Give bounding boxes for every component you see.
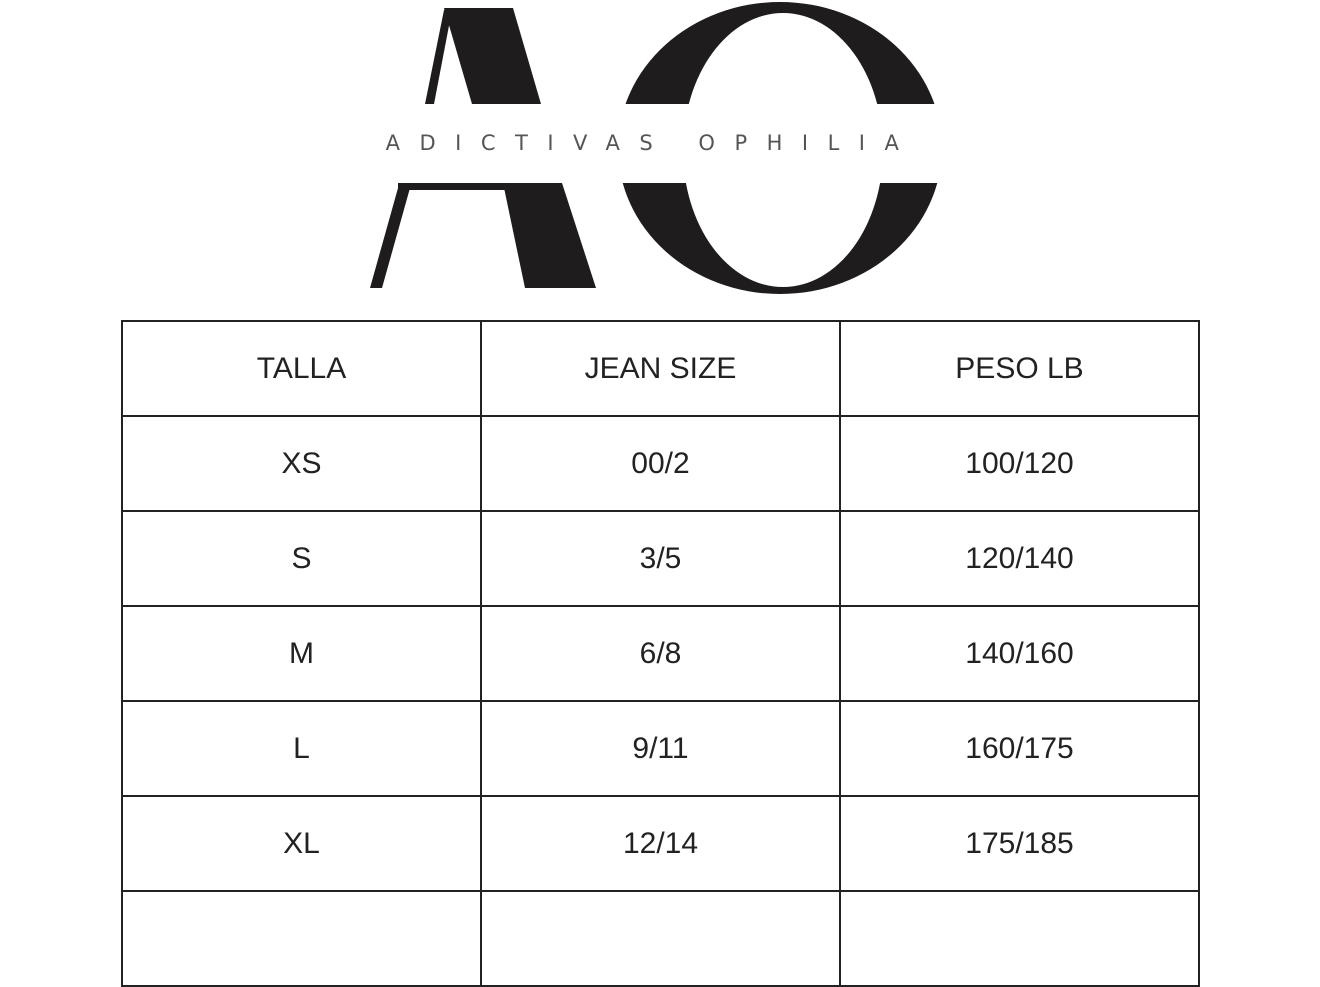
cell-talla <box>121 890 482 987</box>
cell-talla: XS <box>121 415 482 512</box>
cell-peso: 120/140 <box>839 510 1200 607</box>
size-chart-table: TALLA JEAN SIZE PESO LB XS 00/2 100/120 … <box>121 320 1200 987</box>
cell-peso: 100/120 <box>839 415 1200 512</box>
cell-jean-size: 9/11 <box>480 700 841 797</box>
cell-talla: M <box>121 605 482 702</box>
table-row <box>121 890 1200 987</box>
cell-jean-size <box>480 890 841 987</box>
table-row: M 6/8 140/160 <box>121 605 1200 702</box>
cell-talla: S <box>121 510 482 607</box>
letter-a-mark <box>370 8 596 288</box>
letter-o-mark <box>618 2 942 294</box>
cell-jean-size: 00/2 <box>480 415 841 512</box>
table-header-row: TALLA JEAN SIZE PESO LB <box>121 320 1200 417</box>
cell-peso: 175/185 <box>839 795 1200 892</box>
cell-jean-size: 6/8 <box>480 605 841 702</box>
cell-talla: L <box>121 700 482 797</box>
header-peso-lb: PESO LB <box>839 320 1200 417</box>
table-row: XL 12/14 175/185 <box>121 795 1200 892</box>
cell-talla: XL <box>121 795 482 892</box>
table-row: L 9/11 160/175 <box>121 700 1200 797</box>
cell-peso <box>839 890 1200 987</box>
cell-peso: 160/175 <box>839 700 1200 797</box>
brand-name: ADICTIVAS OPHILIA <box>385 131 919 155</box>
table-row: S 3/5 120/140 <box>121 510 1200 607</box>
header-talla: TALLA <box>121 320 482 417</box>
cell-jean-size: 3/5 <box>480 510 841 607</box>
cell-peso: 140/160 <box>839 605 1200 702</box>
table-row: XS 00/2 100/120 <box>121 415 1200 512</box>
header-jean-size: JEAN SIZE <box>480 320 841 417</box>
ao-logo <box>300 2 1000 294</box>
cell-jean-size: 12/14 <box>480 795 841 892</box>
